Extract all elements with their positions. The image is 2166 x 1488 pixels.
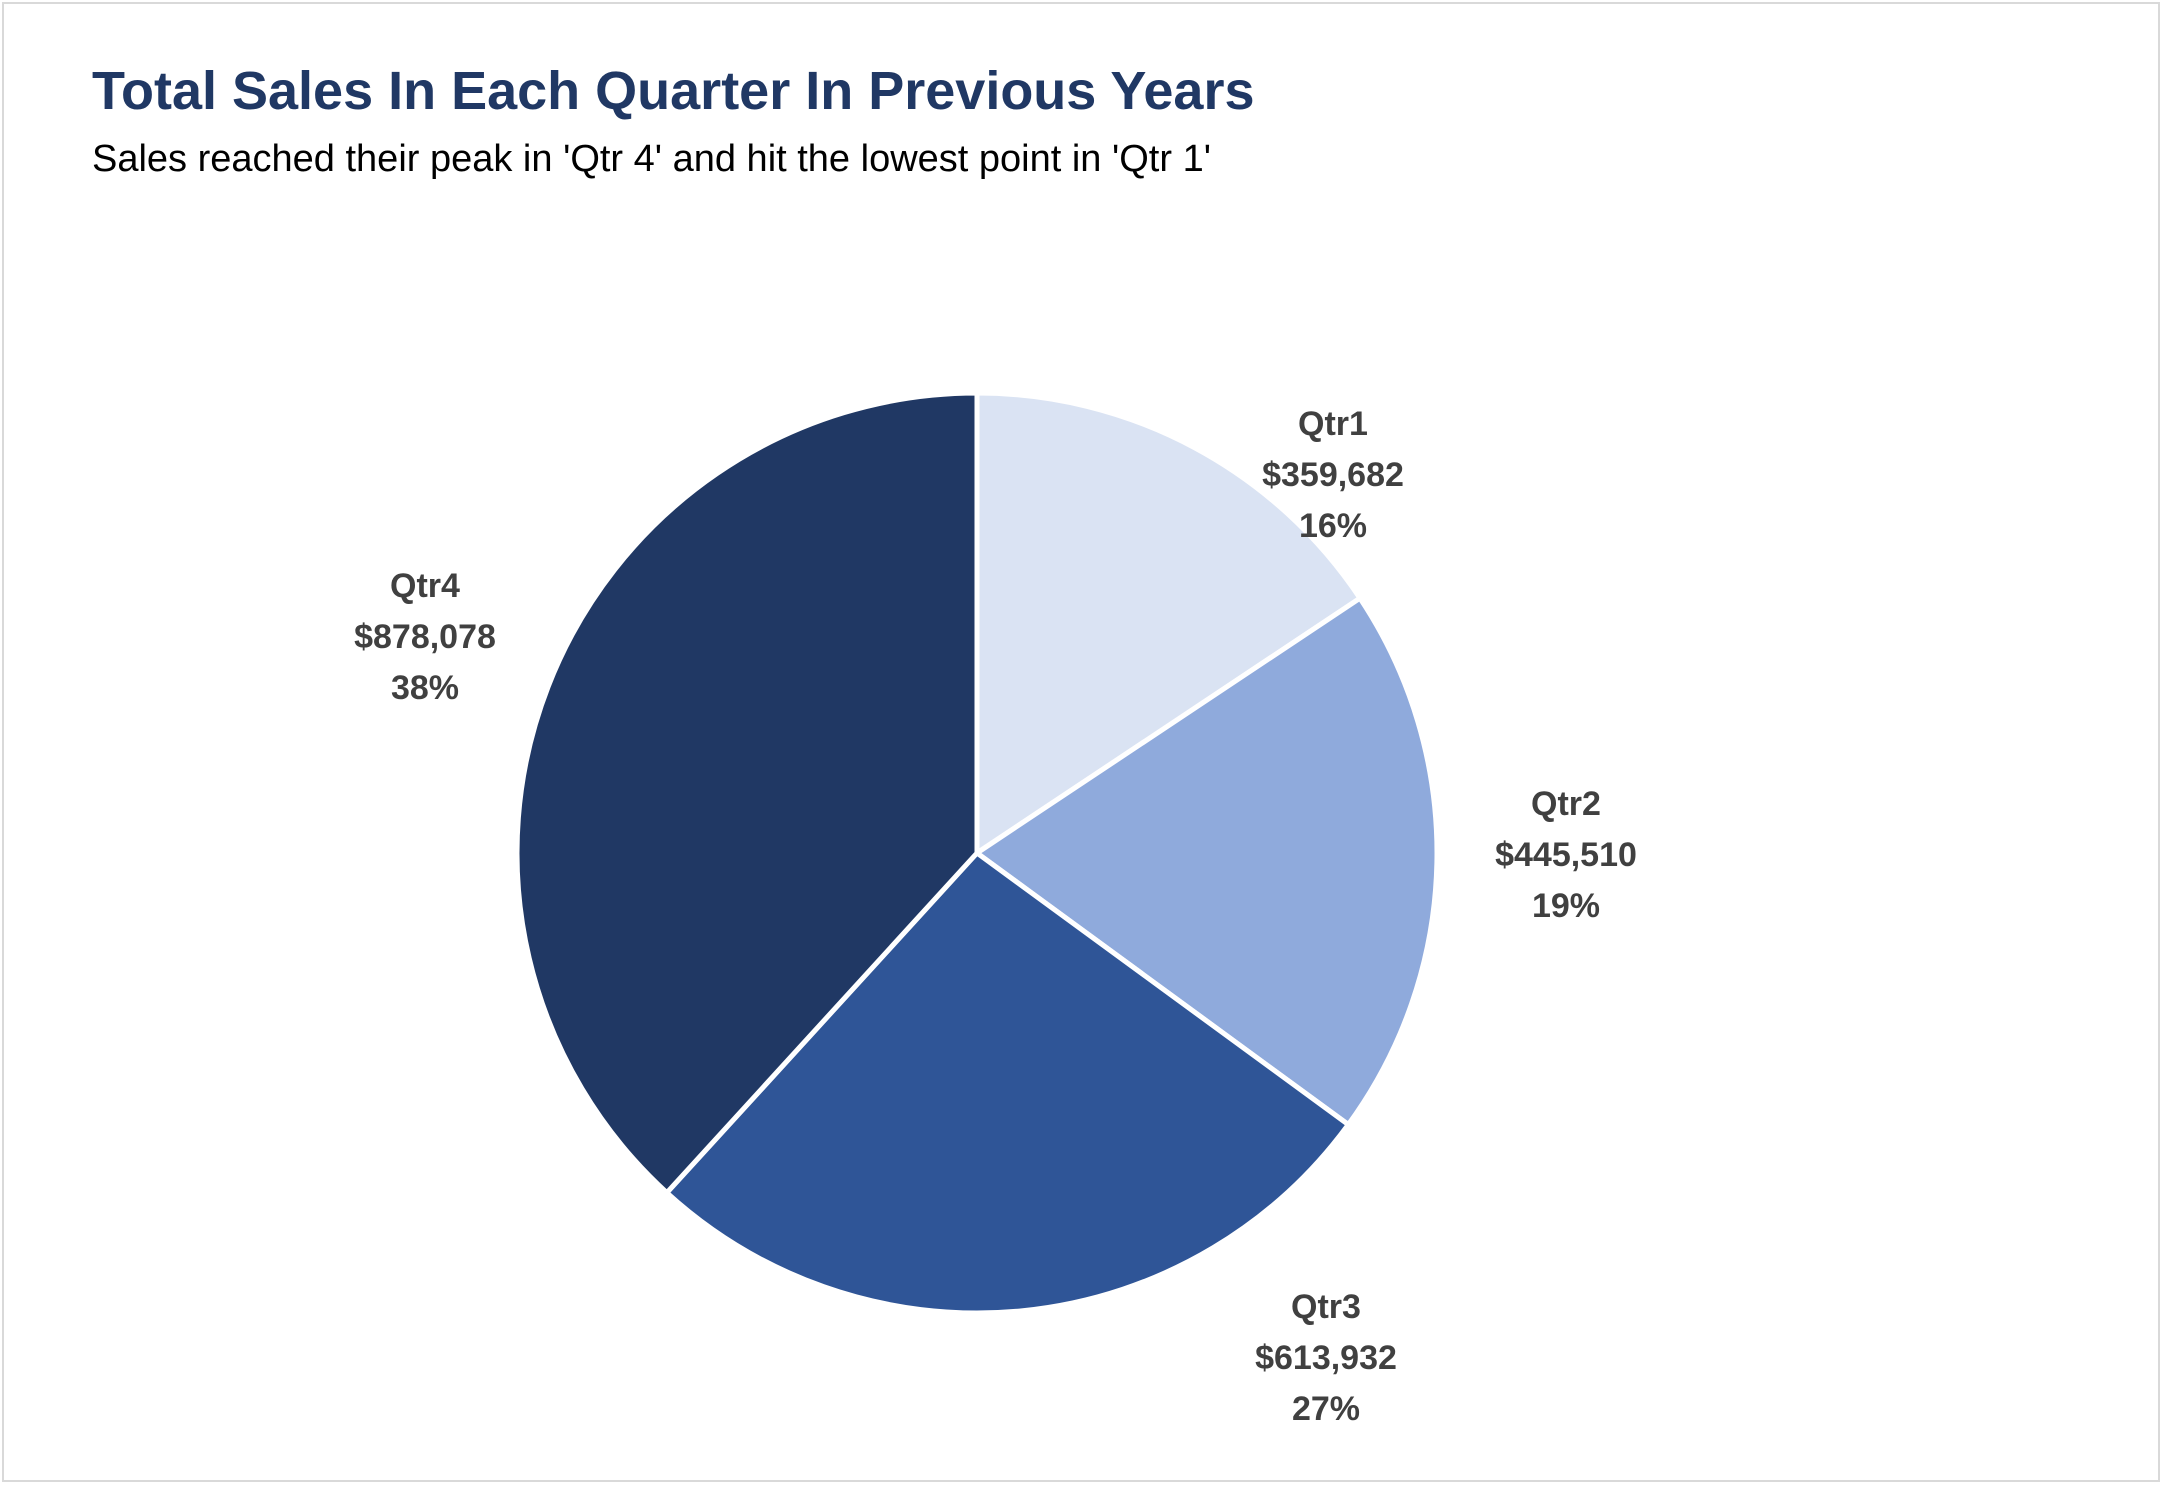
chart-subtitle: Sales reached their peak in 'Qtr 4' and … [92, 138, 1211, 180]
data-label-qtr1: Qtr1 $359,682 16% [1262, 405, 1404, 545]
data-label-qtr4: Qtr4 $878,078 38% [354, 567, 496, 707]
data-label-value: $445,510 [1495, 836, 1637, 874]
pie-slice-qtr3 [664, 850, 1351, 1316]
pie-slices [514, 390, 1440, 1316]
data-label-percent: 16% [1299, 507, 1367, 545]
pie-slice-qtr4 [514, 390, 980, 1196]
pie-slice-qtr1 [974, 390, 1363, 856]
chart-title: Total Sales In Each Quarter In Previous … [92, 61, 1255, 121]
data-label-value: $613,932 [1255, 1339, 1397, 1377]
data-label-name: Qtr1 [1298, 405, 1368, 443]
data-label-name: Qtr4 [390, 567, 460, 605]
data-label-qtr2: Qtr2 $445,510 19% [1495, 785, 1637, 925]
data-label-value: $359,682 [1262, 456, 1404, 494]
data-label-name: Qtr3 [1291, 1288, 1361, 1326]
data-label-percent: 19% [1532, 887, 1600, 925]
data-label-percent: 27% [1292, 1390, 1360, 1428]
pie-slice-qtr2 [974, 595, 1440, 1128]
pie-data-labels: Qtr1 $359,682 16% Qtr2 $445,510 19% Qtr3 $613,9… [354, 405, 1637, 1428]
data-label-qtr3: Qtr3 $613,932 27% [1255, 1288, 1397, 1428]
data-label-name: Qtr2 [1531, 785, 1601, 823]
data-label-value: $878,078 [354, 618, 496, 656]
data-label-percent: 38% [391, 669, 459, 707]
